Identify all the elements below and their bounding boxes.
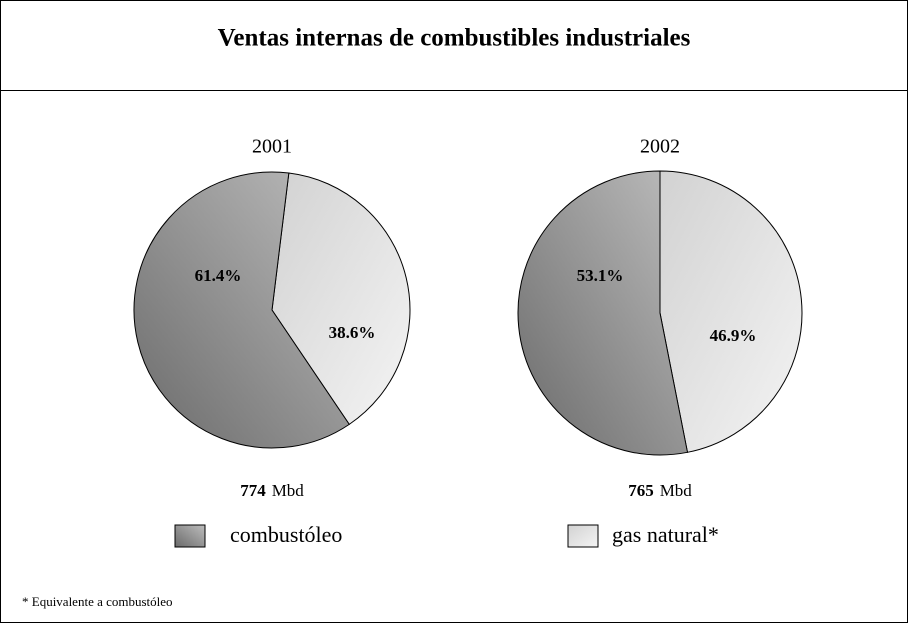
total-unit: Mbd	[272, 481, 305, 500]
data-label: 53.1%	[577, 266, 624, 285]
pie-title: 2002	[640, 136, 680, 158]
pie-slice	[271, 172, 411, 426]
legend-label: gas natural*	[612, 522, 719, 547]
chart-title: Ventas internas de combustibles industri…	[218, 25, 691, 52]
pie-title: 2001	[252, 136, 292, 158]
pie-slice	[133, 171, 350, 449]
data-label: 38.6%	[329, 323, 376, 342]
total-unit: Mbd	[660, 481, 693, 500]
pie-slice	[517, 170, 689, 456]
legend-swatch	[174, 524, 206, 548]
footnote: * Equivalente a combustóleo	[22, 594, 173, 609]
total-label: 765 Mbd	[628, 481, 692, 500]
total-value: 774	[240, 481, 266, 500]
pie-slice	[659, 170, 803, 453]
data-label: 46.9%	[710, 326, 757, 345]
data-label: 61.4%	[195, 266, 242, 285]
legend-label: combustóleo	[230, 522, 342, 547]
legend-swatch	[567, 524, 599, 548]
total-label: 774 Mbd	[240, 481, 304, 500]
total-value: 765	[628, 481, 654, 500]
